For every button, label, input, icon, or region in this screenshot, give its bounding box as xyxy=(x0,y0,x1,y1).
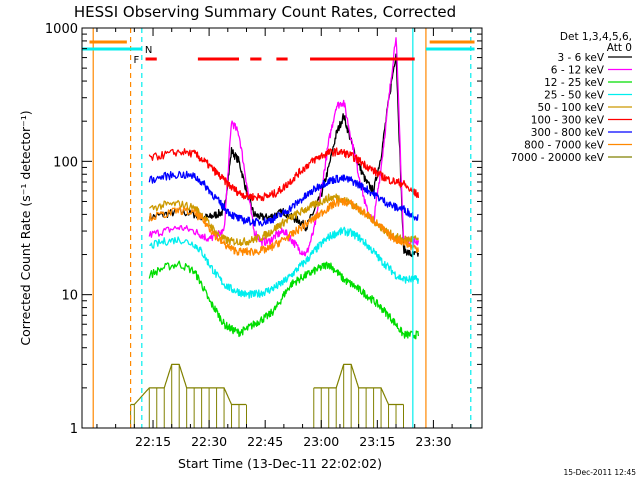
axes-layer: 1 10 100 1000 22:15 22:30 22:45 23:00 23:15 23:30 xyxy=(45,22,482,449)
x-tick-label: 23:00 xyxy=(303,434,339,449)
x-tick-label: 22:45 xyxy=(247,434,283,449)
legend-label-5: 100 - 300 keV xyxy=(531,115,605,127)
legend-label-1: 6 - 12 keV xyxy=(551,65,605,77)
series-line-5 xyxy=(148,147,420,202)
x-tick-label: 22:15 xyxy=(135,434,171,449)
plot-frame xyxy=(81,27,483,429)
series-layer xyxy=(130,37,420,428)
legend-label-4: 50 - 100 keV xyxy=(537,102,604,114)
x-tick-label: 23:15 xyxy=(359,434,395,449)
legend-label-3: 25 - 50 keV xyxy=(544,90,605,102)
legend-label-2: 12 - 25 keV xyxy=(544,77,605,89)
state-bars-layer: NF xyxy=(82,28,475,428)
chart-title: HESSI Observing Summary Count Rates, Cor… xyxy=(74,3,456,21)
legend-header: Att 0 xyxy=(607,42,632,54)
series-line-3 xyxy=(149,226,420,299)
y-tick-label: 100 xyxy=(53,155,78,170)
series-line-2 xyxy=(148,260,420,340)
y-axis-label: Corrected Count Rate (s⁻¹ detector⁻¹) xyxy=(18,110,33,345)
x-axis-label: Start Time (13-Dec-11 22:02:02) xyxy=(178,456,382,471)
state-bar-label-2: F xyxy=(134,55,140,66)
state-bar-label-1: N xyxy=(145,45,152,56)
x-tick-label: 23:30 xyxy=(415,434,451,449)
series-line-6 xyxy=(148,170,419,227)
series-line-7 xyxy=(148,197,420,256)
series-line-0 xyxy=(148,53,420,258)
legend-label-8: 7000 - 20000 keV xyxy=(511,152,605,164)
legend-header: Det 1,3,4,5,6, xyxy=(560,31,632,43)
legend-label-6: 300 - 800 keV xyxy=(531,127,605,139)
x-tick-label: 22:30 xyxy=(191,434,227,449)
y-tick-label: 10 xyxy=(61,289,78,304)
generated-timestamp: 15-Dec-2011 12:45 xyxy=(563,468,636,477)
y-tick-label: 1000 xyxy=(45,22,78,37)
y-tick-label: 1 xyxy=(70,422,78,437)
legend-label-0: 3 - 6 keV xyxy=(557,52,604,64)
legend-label-7: 800 - 7000 keV xyxy=(524,140,605,152)
